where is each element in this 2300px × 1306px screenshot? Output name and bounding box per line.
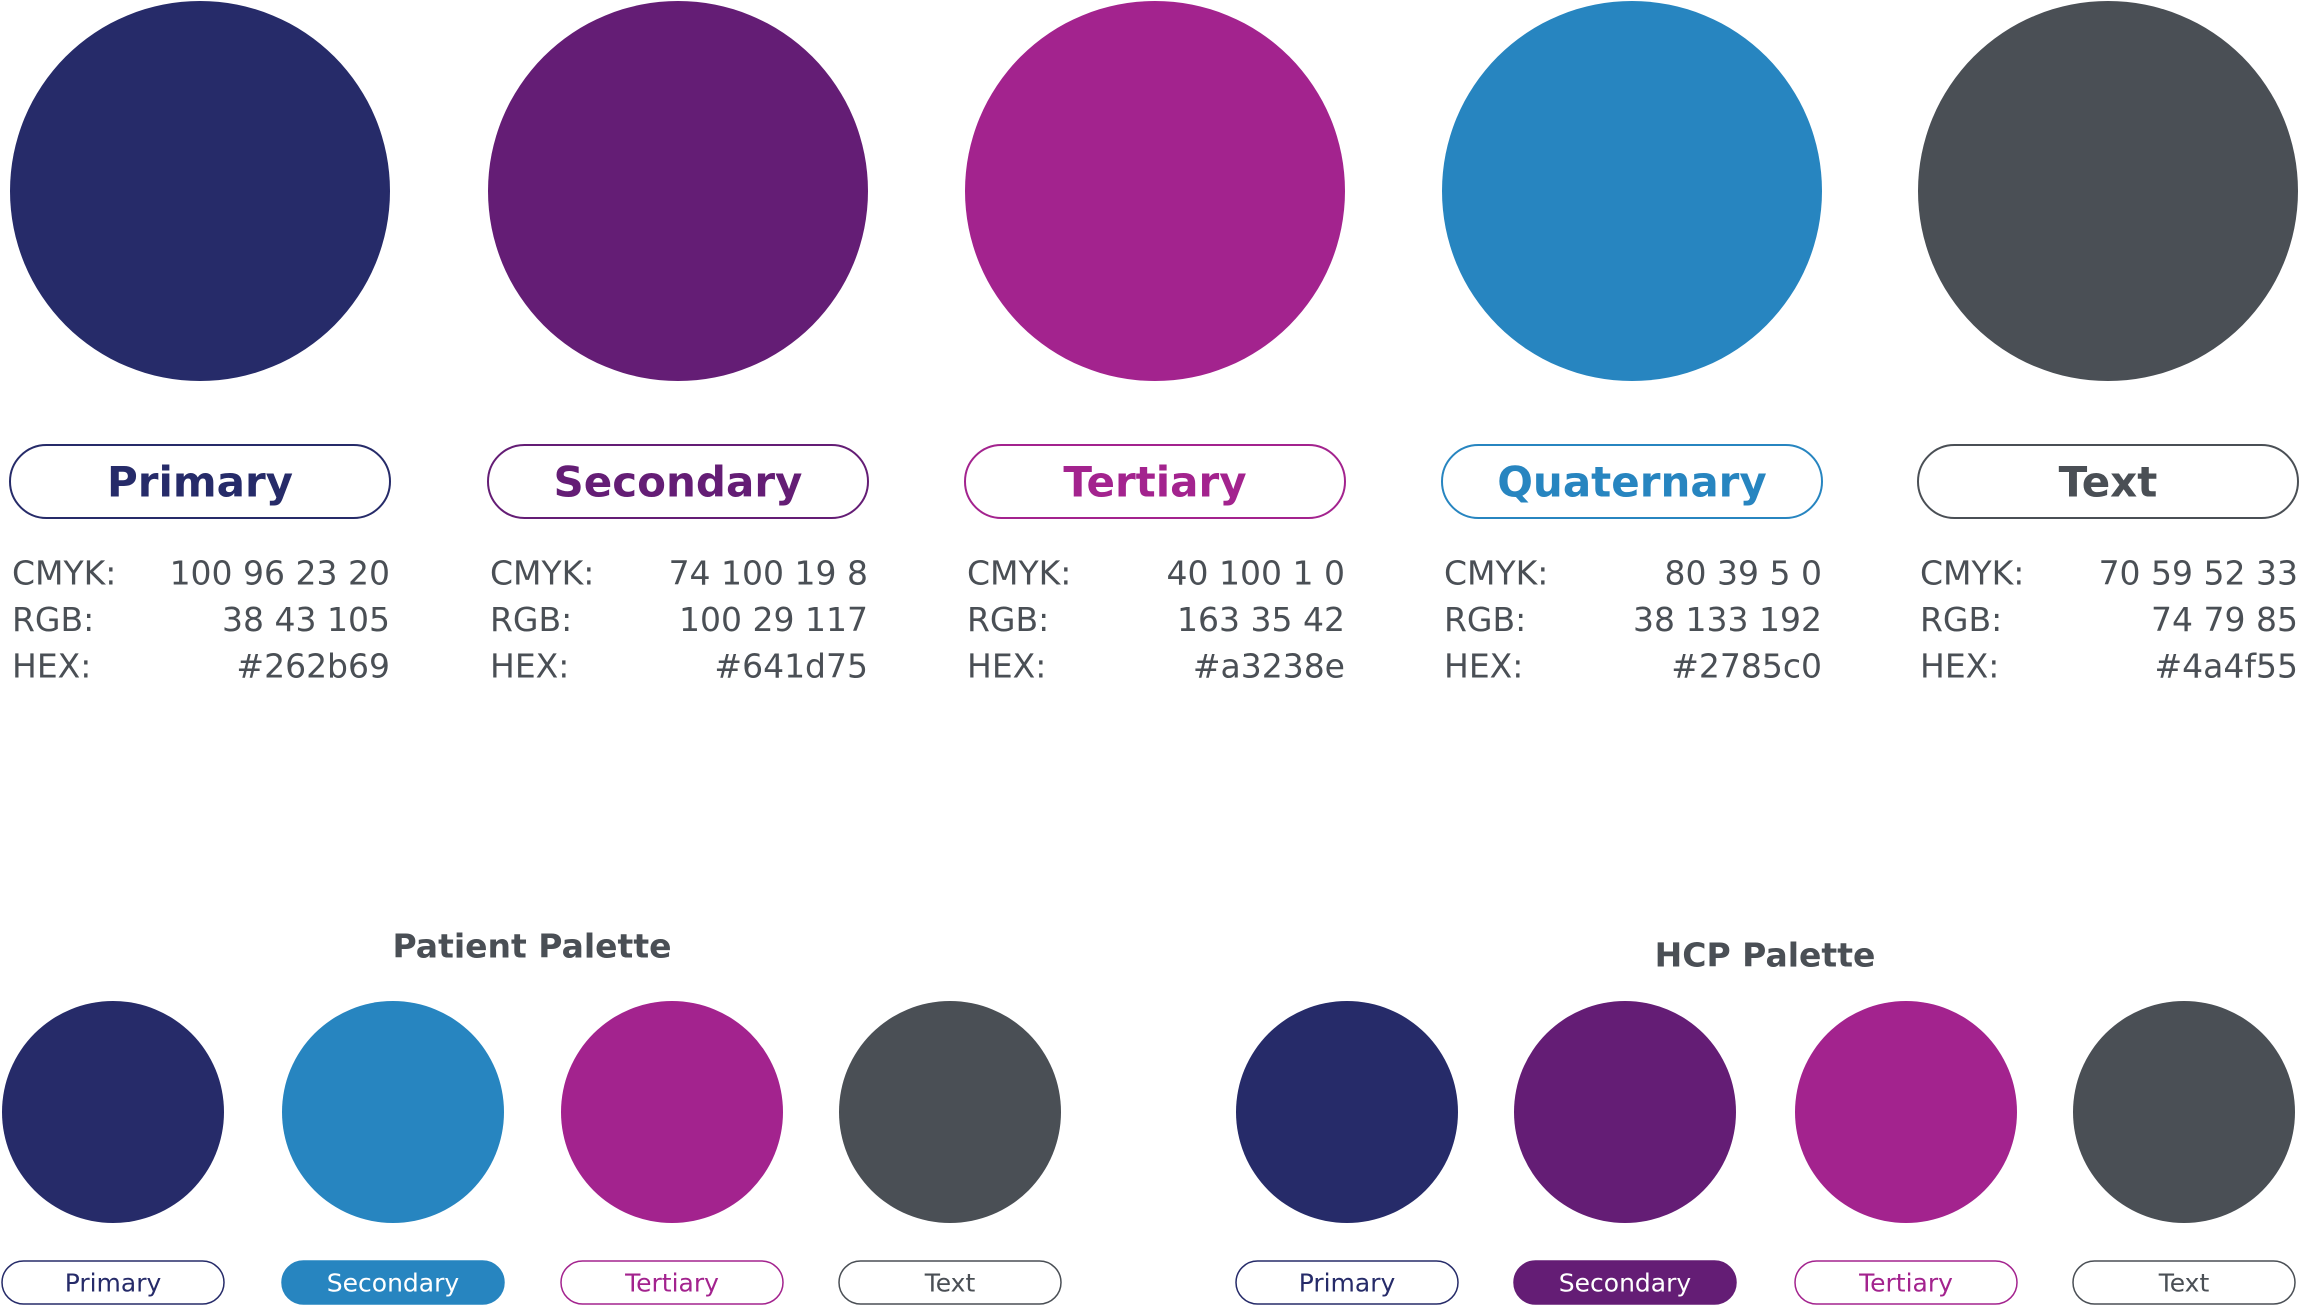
field-value: 38 43 105 xyxy=(222,600,390,639)
swatch-circle xyxy=(1918,1,2298,381)
field-value: 74 79 85 xyxy=(2151,600,2298,639)
field-value: 70 59 52 33 xyxy=(2099,554,2298,593)
swatch-pill xyxy=(1441,444,1823,519)
field-label: RGB: xyxy=(12,600,94,639)
swatch-circle xyxy=(488,1,868,381)
field-label: HEX: xyxy=(1444,647,1523,686)
swatch-circle xyxy=(1442,1,1822,381)
palette-circle xyxy=(2,1001,224,1223)
field-label: RGB: xyxy=(490,600,572,639)
palette-label: Secondary xyxy=(1559,1269,1692,1298)
field-label: HEX: xyxy=(12,647,91,686)
field-value: 100 96 23 20 xyxy=(170,554,390,593)
swatch-pill xyxy=(964,444,1346,519)
palette-circle xyxy=(282,1001,504,1223)
field-value: 163 35 42 xyxy=(1177,600,1345,639)
swatch-pill xyxy=(9,444,391,519)
palette-label: Primary xyxy=(1299,1269,1396,1298)
palette-label: Tertiary xyxy=(624,1269,719,1298)
palette-pill xyxy=(560,1260,784,1305)
field-label: HEX: xyxy=(967,647,1046,686)
field-label: CMYK: xyxy=(12,554,116,593)
swatch-pill xyxy=(487,444,869,519)
palette-circle xyxy=(1236,1001,1458,1223)
palette-label: Text xyxy=(924,1269,976,1298)
swatch-pill xyxy=(1917,444,2299,519)
field-value: #641d75 xyxy=(714,647,868,686)
field-value: 38 133 192 xyxy=(1633,600,1822,639)
palette-pill xyxy=(838,1260,1062,1305)
field-label: CMYK: xyxy=(490,554,594,593)
field-label: RGB: xyxy=(1920,600,2002,639)
palette-title: HCP Palette xyxy=(1655,936,1876,975)
field-value: 74 100 19 8 xyxy=(669,554,868,593)
palette-pill xyxy=(2072,1260,2296,1305)
swatch-name: Primary xyxy=(107,458,293,507)
palette-title: Patient Palette xyxy=(393,927,672,966)
palette-pill xyxy=(1513,1260,1737,1305)
field-label: HEX: xyxy=(1920,647,1999,686)
field-label: RGB: xyxy=(1444,600,1526,639)
palette-circle xyxy=(2073,1001,2295,1223)
palette-pill xyxy=(1794,1260,2018,1305)
field-value: #4a4f55 xyxy=(2155,647,2298,686)
field-label: CMYK: xyxy=(1920,554,2024,593)
swatch-circle xyxy=(10,1,390,381)
palette-circle xyxy=(1795,1001,2017,1223)
field-value: #a3238e xyxy=(1193,647,1345,686)
swatch-name: Tertiary xyxy=(1063,458,1246,507)
palette-pill xyxy=(281,1260,505,1305)
palette-label: Tertiary xyxy=(1858,1269,1953,1298)
field-value: 100 29 117 xyxy=(679,600,868,639)
field-value: #2785c0 xyxy=(1671,647,1822,686)
swatch-name: Quaternary xyxy=(1497,458,1767,507)
field-value: 80 39 5 0 xyxy=(1665,554,1822,593)
palette-label: Text xyxy=(2158,1269,2210,1298)
palette-label: Secondary xyxy=(327,1269,460,1298)
palette-circle xyxy=(839,1001,1061,1223)
palette-pill xyxy=(1,1260,225,1305)
palette-circle xyxy=(1514,1001,1736,1223)
field-label: RGB: xyxy=(967,600,1049,639)
swatch-name: Secondary xyxy=(554,458,803,507)
palette-pill xyxy=(1235,1260,1459,1305)
field-label: HEX: xyxy=(490,647,569,686)
swatch-circle xyxy=(965,1,1345,381)
field-label: CMYK: xyxy=(967,554,1071,593)
swatch-name: Text xyxy=(2059,458,2158,507)
palette-circle xyxy=(561,1001,783,1223)
field-value: 40 100 1 0 xyxy=(1167,554,1345,593)
palette-label: Primary xyxy=(65,1269,162,1298)
field-value: #262b69 xyxy=(236,647,390,686)
field-label: CMYK: xyxy=(1444,554,1548,593)
